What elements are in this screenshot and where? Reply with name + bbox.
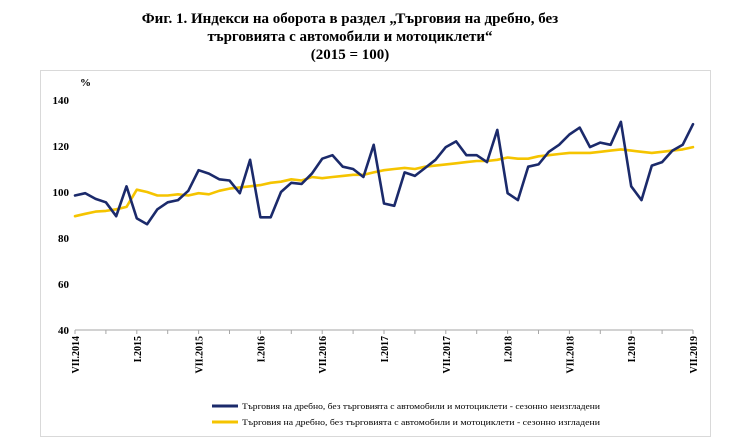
x-tick-label: VII.2019 bbox=[689, 336, 700, 374]
x-tick-label: VII.2018 bbox=[565, 336, 576, 374]
y-tick-label: 40 bbox=[58, 325, 70, 337]
chart-title-line-2: търговията с автомобили и мотоциклети“ bbox=[207, 29, 493, 45]
x-tick-label: I.2018 bbox=[504, 336, 515, 362]
series-line-1 bbox=[73, 120, 695, 226]
x-tick-label: VII.2015 bbox=[195, 336, 206, 374]
chart-title: Фиг. 1. Индекси на оборота в раздел „Тър… bbox=[0, 10, 700, 64]
x-tick-label: VII.2017 bbox=[442, 336, 453, 374]
y-axis-unit-label: % bbox=[80, 77, 91, 89]
legend-label-2: Търговия на дребно, без търговията с авт… bbox=[242, 418, 601, 427]
y-tick-label: 80 bbox=[58, 233, 70, 245]
x-tick-label: I.2015 bbox=[133, 336, 144, 362]
y-tick-label: 120 bbox=[53, 141, 70, 153]
legend: Търговия на дребно, без търговията с авт… bbox=[212, 402, 601, 427]
y-tick-label: 140 bbox=[53, 95, 70, 107]
series-line-2 bbox=[73, 145, 695, 218]
chart-title-line-1: Фиг. 1. Индекси на оборота в раздел „Тър… bbox=[141, 11, 559, 27]
x-tick-label: I.2016 bbox=[256, 336, 267, 362]
y-tick-label: 100 bbox=[53, 187, 70, 199]
y-tick-label: 60 bbox=[58, 279, 70, 291]
x-tick-label: VII.2016 bbox=[318, 336, 329, 374]
y-axis: % 40 60 80 100 120 140 bbox=[53, 77, 92, 337]
x-axis: VII.2014 I.2015 VII.2015 I.2016 VII.2016 I.20… bbox=[71, 329, 700, 374]
x-tick-label: I.2019 bbox=[627, 336, 638, 362]
chart-frame bbox=[40, 70, 711, 437]
legend-label-1: Търговия на дребно, без търговията с авт… bbox=[242, 402, 601, 411]
chart-title-line-3: (2015 = 100) bbox=[310, 47, 390, 63]
x-tick-label: VII.2014 bbox=[71, 336, 82, 374]
series-layer bbox=[73, 120, 695, 226]
x-tick-label: I.2017 bbox=[380, 336, 391, 362]
